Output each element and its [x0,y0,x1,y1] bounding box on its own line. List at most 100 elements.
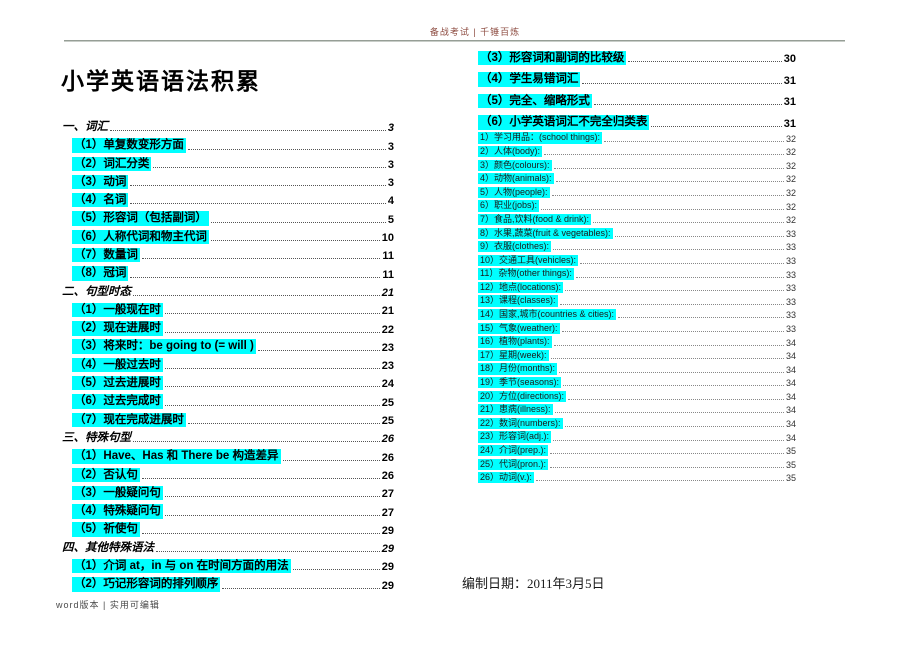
toc-entry-label[interactable]: 20）方位(directions): [478,390,567,402]
toc-entry-row[interactable]: 19）季节(seasons): 34 [478,375,796,389]
toc-entry-label[interactable]: （1）介词 at，in 与 on 在时间方面的用法 [72,559,291,574]
toc-entry-label[interactable]: 16）植物(plants): [478,336,552,348]
toc-entry-label[interactable]: 4）动物(animals): [478,173,554,185]
toc-entry-label[interactable]: 11）杂物(other things): [478,268,574,280]
toc-entry-row[interactable]: （1）介词 at，in 与 on 在时间方面的用法 29 [62,555,394,574]
toc-entry-row[interactable]: （4）学生易错词汇 31 [478,65,796,87]
toc-entry-label[interactable]: （2）否认句 [72,467,140,482]
toc-entry-label[interactable]: （4）名词 [72,193,129,208]
toc-entry-row[interactable]: 23）形容词(adj.): 34 [478,429,796,443]
toc-entry-label[interactable]: （7）现在完成进展时 [72,412,186,428]
toc-entry-row[interactable]: （5）形容词（包括副词） 5 [62,207,394,226]
toc-entry-label[interactable]: （5）过去进展时 [72,376,163,391]
toc-entry-label[interactable]: 四、其他特殊语法 [62,541,154,554]
toc-entry-label[interactable]: 25）代词(pron.): [478,458,549,470]
toc-entry-row[interactable]: （1）一般现在时 21 [62,299,394,318]
toc-entry-label[interactable]: （3）动词 [72,174,129,190]
toc-entry-label[interactable]: 1）学习用品：(school things): [478,132,603,144]
toc-entry-row[interactable]: （4）一般过去时 23 [62,354,394,373]
toc-section-row[interactable]: 三、特殊句型 26 [62,427,394,445]
toc-entry-row[interactable]: （3）将来时：be going to (= will ) 23 [62,336,394,354]
toc-entry-label[interactable]: 15）气象(weather): [478,322,560,334]
toc-section-row[interactable]: 二、句型时态 21 [62,281,394,299]
toc-entry-row[interactable]: 11）杂物(other things): 33 [478,266,796,280]
toc-entry-row[interactable]: （6）小学英语词汇不完全归类表 31 [478,108,796,130]
toc-entry-label[interactable]: （1）一般现在时 [72,302,163,318]
toc-entry-row[interactable]: 4）动物(animals): 32 [478,171,796,185]
toc-entry-row[interactable]: （2）否认句 26 [62,464,394,482]
toc-entry-label[interactable]: 6）职业(jobs): [478,200,540,212]
toc-entry-label[interactable]: 22）数词(numbers): [478,417,563,430]
toc-entry-row[interactable]: （5）祈使句 29 [62,519,394,537]
toc-entry-row[interactable]: 1）学习用品：(school things): 32 [478,130,796,144]
toc-entry-row[interactable]: （3）形容词和副词的比较级 30 [478,44,796,66]
toc-entry-label[interactable]: （2）巧记形容词的排列顺序 [72,577,221,592]
toc-entry-label[interactable]: 10）交通工具(vehicles): [478,254,579,266]
toc-entry-label[interactable]: 2）人体(body): [478,145,543,158]
toc-entry-row[interactable]: （4）特殊疑问句 27 [62,500,394,519]
toc-entry-row[interactable]: （1）Have、Has 和 There be 构造差异 26 [62,445,394,464]
toc-entry-label[interactable]: 8）水果,蔬菜(fruit & vegetables): [478,227,613,239]
toc-entry-row[interactable]: （7）数量词 11 [62,244,394,263]
toc-entry-row[interactable]: 2）人体(body): 32 [478,144,796,158]
toc-entry-row[interactable]: 14）国家,城市(countries & cities): 33 [478,307,796,321]
toc-entry-label[interactable]: 3）颜色(colours): [478,159,552,171]
toc-entry-label[interactable]: 23）形容词(adj.): [478,431,552,443]
toc-entry-label[interactable]: （5）形容词（包括副词） [72,211,209,226]
toc-entry-label[interactable]: （7）数量词 [72,248,140,263]
toc-entry-label[interactable]: 三、特殊句型 [62,431,131,444]
toc-entry-row[interactable]: 20）方位(directions): 34 [478,388,796,402]
toc-entry-row[interactable]: 5）人物(people): 32 [478,184,796,198]
toc-entry-row[interactable]: 8）水果,蔬菜(fruit & vegetables): 33 [478,225,796,239]
toc-entry-row[interactable]: （8）冠词 11 [62,262,394,281]
toc-entry-label[interactable]: 14）国家,城市(countries & cities): [478,309,617,321]
toc-entry-row[interactable]: 26）动词(v.): 35 [478,470,796,484]
toc-entry-row[interactable]: （7）现在完成进展时 25 [62,409,394,428]
toc-entry-label[interactable]: 7）食品,饮料(food & drink): [478,213,592,226]
toc-entry-label[interactable]: （5）完全、缩略形式 [478,93,592,109]
toc-entry-row[interactable]: （1）单复数变形方面 3 [62,134,394,153]
toc-entry-row[interactable]: （6）人称代词和物主代词 10 [62,226,394,245]
toc-entry-label[interactable]: （4）特殊疑问句 [72,504,163,519]
toc-section-row[interactable]: 一、词汇 3 [62,116,394,134]
toc-entry-row[interactable]: 22）数词(numbers): 34 [478,415,796,430]
toc-entry-row[interactable]: （4）名词 4 [62,189,394,208]
toc-entry-row[interactable]: 3）颜色(colours): 32 [478,157,796,171]
toc-entry-row[interactable]: 12）地点(locations): 33 [478,280,796,294]
toc-entry-row[interactable]: 15）气象(weather): 33 [478,320,796,334]
toc-entry-row[interactable]: 9）衣服(clothes): 33 [478,239,796,253]
toc-entry-row[interactable]: 7）食品,饮料(food & drink): 32 [478,212,796,226]
toc-entry-label[interactable]: 12）地点(locations): [478,281,564,294]
toc-entry-label[interactable]: 一、词汇 [62,120,108,133]
toc-entry-row[interactable]: （5）过去进展时 24 [62,372,394,391]
toc-entry-label[interactable]: （4）学生易错词汇 [478,72,581,87]
toc-entry-label[interactable]: （2）现在进展时 [72,321,163,336]
toc-entry-label[interactable]: （1）单复数变形方面 [72,138,186,153]
toc-entry-label[interactable]: （8）冠词 [72,266,129,281]
toc-section-row[interactable]: 四、其他特殊语法 29 [62,537,394,555]
toc-entry-row[interactable]: （2）词汇分类 3 [62,153,394,171]
toc-entry-row[interactable]: 16）植物(plants): 34 [478,334,796,348]
toc-entry-label[interactable]: 5）人物(people): [478,186,550,198]
toc-entry-row[interactable]: 24）介词(prep.): 35 [478,443,796,457]
toc-entry-row[interactable]: 10）交通工具(vehicles): 33 [478,252,796,266]
toc-entry-row[interactable]: （3）动词 3 [62,171,394,190]
toc-entry-row[interactable]: 18）月份(months): 34 [478,361,796,375]
toc-entry-row[interactable]: （3）一般疑问句 27 [62,482,394,501]
toc-entry-label[interactable]: （2）词汇分类 [72,156,152,171]
toc-entry-row[interactable]: 6）职业(jobs): 32 [478,198,796,212]
toc-entry-label[interactable]: （6）小学英语词汇不完全归类表 [478,115,650,130]
toc-entry-row[interactable]: （5）完全、缩略形式 31 [478,87,796,109]
toc-entry-label[interactable]: （5）祈使句 [72,522,140,537]
toc-entry-label[interactable]: 26）动词(v.): [478,472,534,484]
toc-entry-row[interactable]: 17）星期(week): 34 [478,348,796,362]
toc-entry-row[interactable]: 21）患病(illness): 34 [478,402,796,416]
toc-entry-label[interactable]: （4）一般过去时 [72,357,163,373]
toc-entry-label[interactable]: （1）Have、Has 和 There be 构造差异 [72,449,281,464]
toc-entry-label[interactable]: （6）人称代词和物主代词 [72,229,209,245]
toc-entry-label[interactable]: （6）过去完成时 [72,394,163,409]
toc-entry-label[interactable]: 21）患病(illness): [478,404,553,416]
toc-entry-label[interactable]: 二、句型时态 [62,285,131,298]
toc-entry-row[interactable]: 13）课程(classes): 33 [478,293,796,307]
toc-entry-row[interactable]: 25）代词(pron.): 35 [478,456,796,470]
